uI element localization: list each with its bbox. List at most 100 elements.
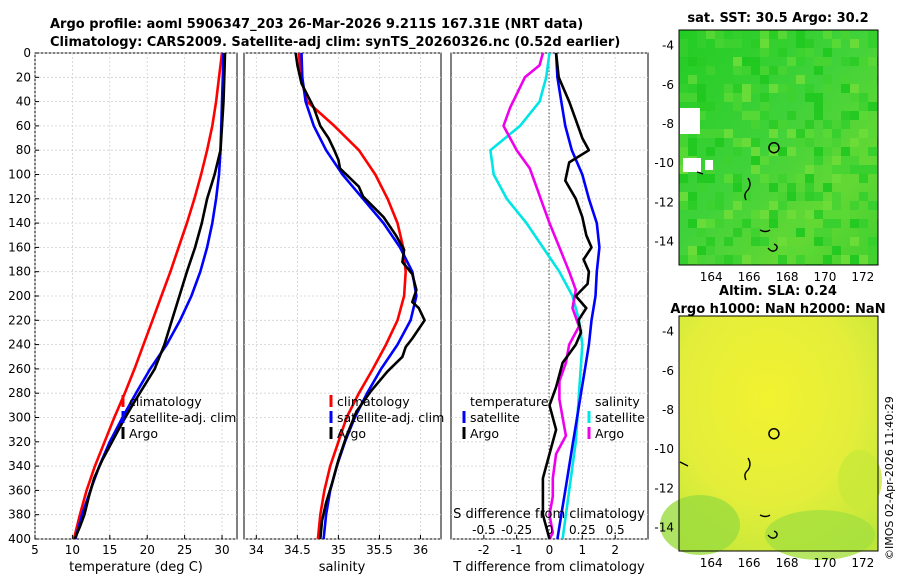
sst-pixel — [823, 75, 832, 84]
sst-pixel — [760, 111, 769, 120]
x-tick-label: 35 — [331, 543, 346, 557]
lat-tick-label: -8 — [662, 403, 674, 417]
sst-pixel — [805, 120, 814, 129]
sst-pixel — [814, 228, 823, 237]
sst-pixel — [778, 120, 787, 129]
legend-satellite-label: satellite-adj. clim — [129, 410, 236, 425]
sst-pixel — [697, 255, 706, 264]
sst-pixel — [679, 48, 688, 57]
temperature-tick-labels: 5 10 15 20 25 30 — [31, 543, 229, 557]
lon-tick-label: 172 — [851, 270, 874, 284]
sst-pixel — [733, 147, 742, 156]
sst-pixel — [832, 192, 841, 201]
depth-tick-label: 140 — [8, 216, 31, 230]
sst-pixel — [751, 57, 760, 66]
sst-pixel — [796, 75, 805, 84]
sst-pixel — [697, 93, 706, 102]
sst-pixel — [823, 102, 832, 111]
s-tick-label: -0.25 — [501, 523, 532, 537]
sst-pixel — [742, 192, 751, 201]
sst-pixel — [724, 156, 733, 165]
sst-pixel — [697, 57, 706, 66]
sst-pixel — [841, 57, 850, 66]
sst-pixel — [796, 219, 805, 228]
sst-pixel — [751, 39, 760, 48]
lat-tick-label: -14 — [654, 235, 674, 249]
sst-pixel — [697, 111, 706, 120]
sst-pixel — [841, 111, 850, 120]
sst-pixel — [787, 147, 796, 156]
sst-pixel — [796, 255, 805, 264]
sst-pixel — [688, 93, 697, 102]
sst-pixel — [733, 201, 742, 210]
sst-pixel — [805, 93, 814, 102]
sst-pixel — [823, 30, 832, 39]
t-difference-tick-labels: -2 -1 0 1 2 — [478, 543, 619, 557]
sst-pixel — [868, 201, 877, 210]
sst-pixel — [715, 201, 724, 210]
sst-pixel — [805, 84, 814, 93]
sst-pixel — [868, 39, 877, 48]
sst-pixel — [814, 66, 823, 75]
sst-pixel — [715, 30, 724, 39]
sla-map-subtitle: Argo h1000: NaN h2000: NaN — [670, 302, 885, 317]
sst-lat-tick-labels: -4 -6 -8 -10 -12 -14 — [654, 39, 674, 249]
sst-pixel — [850, 201, 859, 210]
sst-pixel — [832, 219, 841, 228]
legend-climatology-label: climatology — [129, 394, 202, 409]
sst-pixel — [796, 57, 805, 66]
sst-pixel — [832, 138, 841, 147]
temperature-profile-panel: 0 20 40 60 80 100 120 140 160 180 200 220 240 260 280 3… — [8, 46, 238, 575]
sst-pixel — [778, 48, 787, 57]
sst-pixel — [832, 120, 841, 129]
sst-pixel — [751, 228, 760, 237]
sst-pixel — [742, 219, 751, 228]
coastline — [679, 457, 778, 539]
sst-map-panel: sat. SST: 30.5 Argo: 30.2 164 166 168 170 17… — [654, 11, 879, 284]
x-tick-label: 10 — [65, 543, 80, 557]
sst-pixel — [850, 219, 859, 228]
series-line-s_argo — [502, 52, 581, 540]
sst-pixel — [805, 183, 814, 192]
sst-pixel — [778, 192, 787, 201]
sst-pixel — [841, 84, 850, 93]
sst-pixel — [796, 174, 805, 183]
sst-pixel — [796, 192, 805, 201]
sst-pixel — [688, 192, 697, 201]
sst-pixel — [751, 84, 760, 93]
sst-pixel — [688, 75, 697, 84]
x-tick-label: 25 — [177, 543, 192, 557]
s-difference-tick-labels: -0.5 -0.25 0 0.25 0.5 — [472, 523, 625, 537]
sst-pixel — [733, 30, 742, 39]
sst-pixel — [859, 228, 868, 237]
figure-title-line2: Climatology: CARS2009. Satellite-adj cli… — [50, 35, 620, 50]
lat-tick-label: -14 — [654, 521, 674, 535]
sst-pixel — [688, 219, 697, 228]
sst-pixel — [823, 219, 832, 228]
sst-pixel — [823, 48, 832, 57]
sst-pixel — [805, 48, 814, 57]
depth-tick-label: 340 — [8, 459, 31, 473]
lat-tick-label: -12 — [654, 481, 674, 495]
sst-pixel — [841, 255, 850, 264]
sst-pixel — [679, 174, 688, 183]
legend-s-satellite-label: satellite — [595, 410, 645, 425]
series-line-argo — [73, 52, 227, 540]
sst-missing-data-patch — [683, 158, 701, 172]
sst-pixel — [796, 129, 805, 138]
sst-pixel — [841, 210, 850, 219]
coastline — [696, 171, 778, 252]
sst-pixel — [733, 183, 742, 192]
sst-pixel — [742, 84, 751, 93]
sst-pixel — [724, 237, 733, 246]
sst-pixel — [688, 246, 697, 255]
sla-low-anomaly-region — [660, 495, 740, 555]
sst-pixel — [697, 219, 706, 228]
sst-pixel — [823, 228, 832, 237]
sst-pixel — [742, 66, 751, 75]
sst-pixel — [850, 57, 859, 66]
sst-pixel — [697, 102, 706, 111]
x-tick-label: 20 — [140, 543, 155, 557]
series-line-satellite — [554, 52, 601, 540]
sst-pixel — [859, 93, 868, 102]
